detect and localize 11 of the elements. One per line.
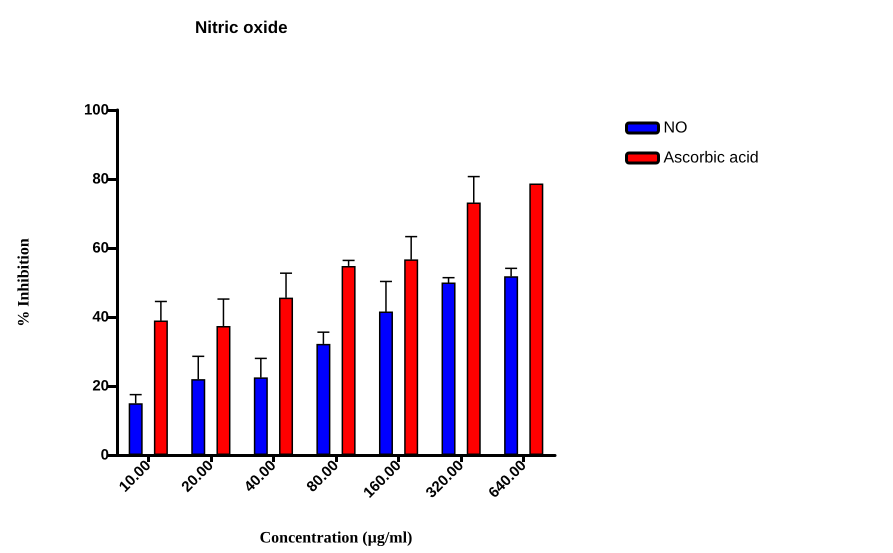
- legend-label: Ascorbic acid: [664, 150, 759, 166]
- y-tick-label: 60: [92, 240, 109, 256]
- x-axis-title: Concentration (µg/ml): [260, 530, 412, 546]
- y-tick-label: 20: [92, 378, 109, 394]
- y-tick-label: 0: [100, 446, 109, 464]
- y-tick-label: 100: [84, 102, 109, 118]
- chart-title: Nitric oxide: [195, 18, 288, 37]
- legend-label: NO: [664, 120, 688, 136]
- y-tick-label: 40: [92, 308, 109, 326]
- y-axis-title: % Inhibition: [16, 238, 32, 327]
- y-tick-label: 80: [92, 170, 109, 188]
